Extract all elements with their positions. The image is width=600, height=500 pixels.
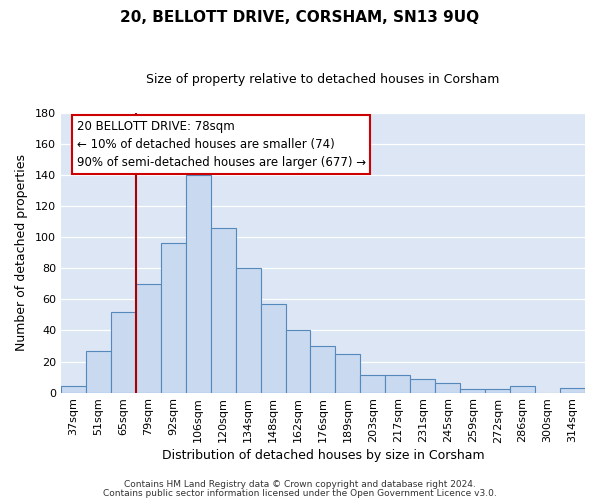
Bar [310, 346, 335, 393]
Bar [211, 228, 236, 392]
Bar [435, 384, 460, 392]
Bar [335, 354, 361, 393]
Bar [510, 386, 535, 392]
Bar [485, 390, 510, 392]
Bar [385, 376, 410, 392]
Bar [161, 244, 186, 392]
Bar [361, 376, 385, 392]
Bar [136, 284, 161, 393]
Y-axis label: Number of detached properties: Number of detached properties [15, 154, 28, 352]
Bar [260, 304, 286, 392]
Bar [560, 388, 585, 392]
Bar [236, 268, 260, 392]
Bar [86, 350, 111, 393]
Bar [186, 175, 211, 392]
Text: 20 BELLOTT DRIVE: 78sqm
← 10% of detached houses are smaller (74)
90% of semi-de: 20 BELLOTT DRIVE: 78sqm ← 10% of detache… [77, 120, 366, 169]
Bar [410, 378, 435, 392]
Bar [286, 330, 310, 392]
Text: Contains HM Land Registry data © Crown copyright and database right 2024.: Contains HM Land Registry data © Crown c… [124, 480, 476, 489]
Title: Size of property relative to detached houses in Corsham: Size of property relative to detached ho… [146, 72, 500, 86]
Bar [61, 386, 86, 392]
Bar [460, 390, 485, 392]
Bar [111, 312, 136, 392]
Text: 20, BELLOTT DRIVE, CORSHAM, SN13 9UQ: 20, BELLOTT DRIVE, CORSHAM, SN13 9UQ [121, 10, 479, 25]
Text: Contains public sector information licensed under the Open Government Licence v3: Contains public sector information licen… [103, 490, 497, 498]
X-axis label: Distribution of detached houses by size in Corsham: Distribution of detached houses by size … [161, 450, 484, 462]
